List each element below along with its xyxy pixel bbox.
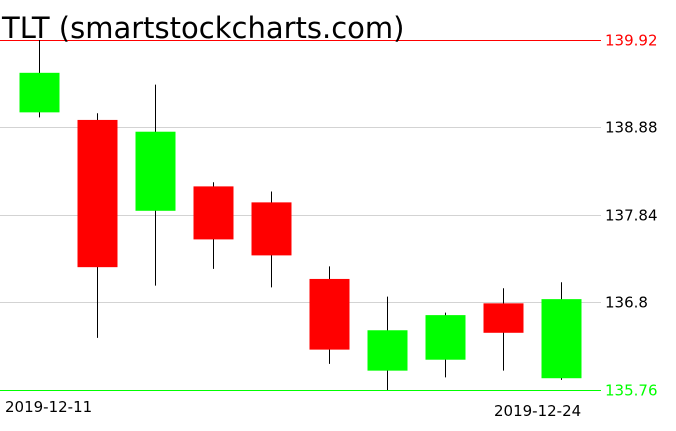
candle-body xyxy=(193,186,234,240)
candle-body xyxy=(483,303,524,333)
candle-body xyxy=(541,299,582,379)
y-tick-label: 139.92 xyxy=(605,32,658,50)
y-tick-label: 135.76 xyxy=(605,382,658,400)
x-tick-label-first: 2019-12-11 xyxy=(5,398,92,416)
x-tick-label-last: 2019-12-24 xyxy=(494,402,581,420)
y-tick-label: 136.8 xyxy=(605,294,648,312)
candle-body xyxy=(309,278,350,350)
candle-body xyxy=(425,315,466,360)
candle-body xyxy=(251,202,292,256)
candle-body xyxy=(77,119,118,268)
chart-title: TLT (smartstockcharts.com) xyxy=(1,11,404,45)
candle-body xyxy=(367,330,408,371)
candle-body xyxy=(135,131,176,211)
y-tick-label: 138.88 xyxy=(605,119,658,137)
candle-body xyxy=(19,72,60,113)
y-tick-label: 137.84 xyxy=(605,207,658,225)
